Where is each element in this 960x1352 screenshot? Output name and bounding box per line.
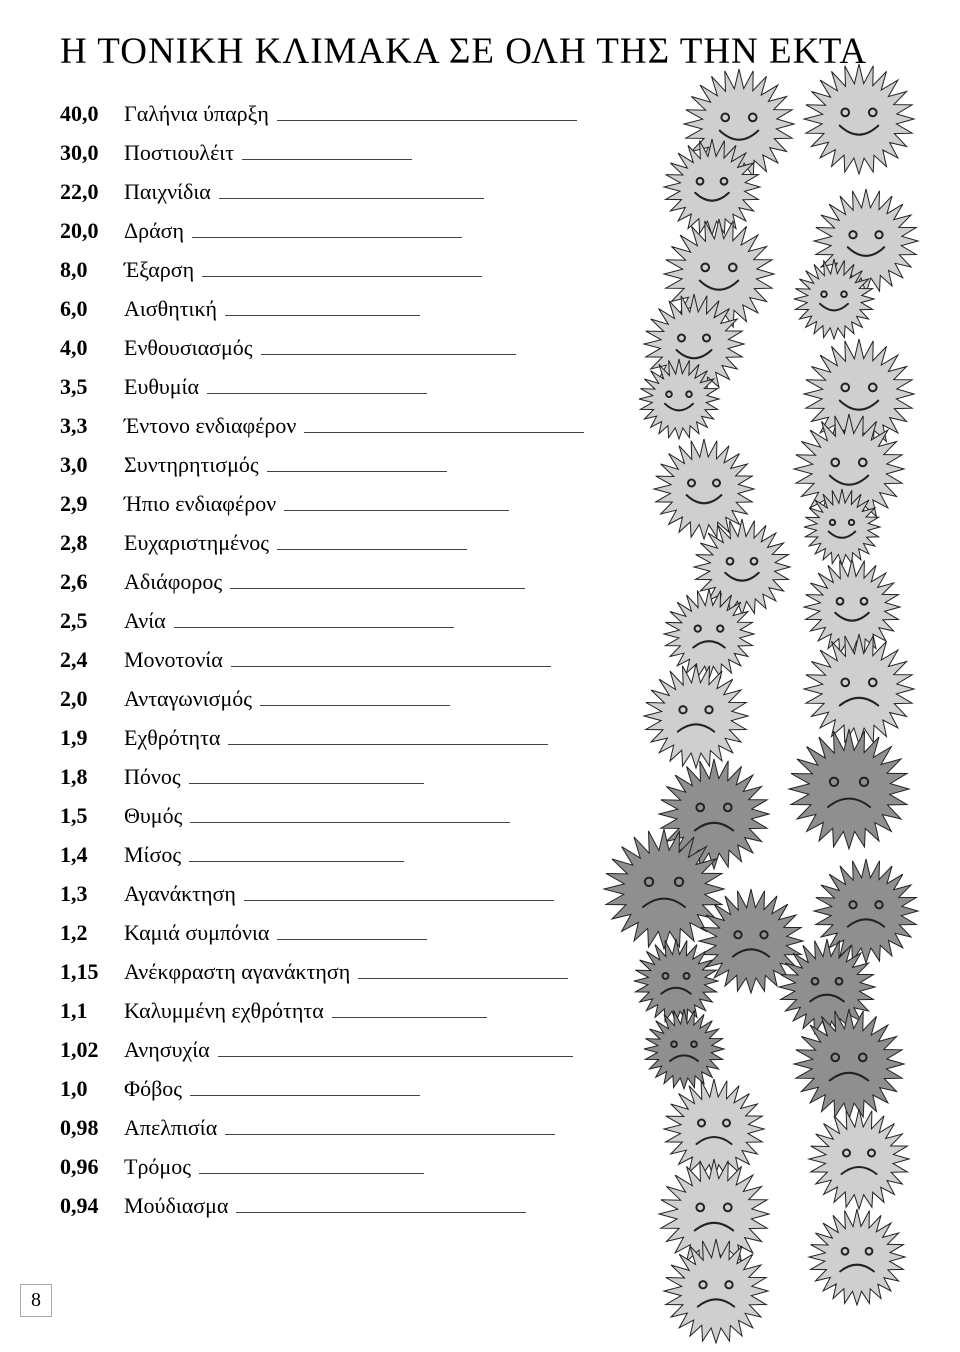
scale-underline: [284, 510, 509, 511]
illustration-column: [600, 55, 950, 1295]
scale-value: 2,0: [60, 686, 124, 712]
scale-underline: [277, 549, 467, 550]
scale-underline: [242, 159, 412, 160]
scale-underline: [202, 276, 482, 277]
scale-label: Ανταγωνισμός: [124, 686, 252, 712]
scale-value: 3,5: [60, 374, 124, 400]
scale-label: Ευθυμία: [124, 374, 199, 400]
scale-underline: [192, 237, 462, 238]
scale-label: Αδιάφορος: [124, 569, 222, 595]
scale-underline: [230, 588, 525, 589]
scale-value: 3,0: [60, 452, 124, 478]
scale-underline: [277, 120, 577, 121]
scale-underline: [236, 1212, 526, 1213]
emotion-illustration: [800, 60, 918, 183]
scale-label: Πόνος: [124, 764, 181, 790]
scale-value: 2,8: [60, 530, 124, 556]
emotion-illustration: [660, 1235, 772, 1352]
scale-value: 1,8: [60, 764, 124, 790]
scale-value: 1,3: [60, 881, 124, 907]
scale-label: Ανησυχία: [124, 1037, 210, 1063]
scale-underline: [190, 1095, 420, 1096]
scale-underline: [225, 1134, 555, 1135]
scale-value: 30,0: [60, 140, 124, 166]
scale-label: Ανέκφραστη αγανάκτηση: [124, 959, 350, 985]
scale-underline: [189, 861, 404, 862]
scale-underline: [260, 705, 450, 706]
scale-value: 1,1: [60, 998, 124, 1024]
page: Η ΤΟΝΙΚΗ ΚΛΙΜΑΚΑ ΣΕ ΟΛΗ ΤΗΣ ΤΗΝ ΕΚΤΑ 40,…: [0, 0, 960, 1341]
scale-value: 1,5: [60, 803, 124, 829]
scale-value: 0,94: [60, 1193, 124, 1219]
scale-underline: [277, 939, 427, 940]
scale-value: 1,2: [60, 920, 124, 946]
scale-value: 8,0: [60, 257, 124, 283]
scale-underline: [244, 900, 554, 901]
scale-label: Γαλήνια ύπαρξη: [124, 101, 269, 127]
scale-value: 2,4: [60, 647, 124, 673]
scale-label: Μίσος: [124, 842, 181, 868]
scale-label: Καμιά συμπόνια: [124, 920, 269, 946]
scale-underline: [199, 1173, 424, 1174]
scale-label: Έξαρση: [124, 257, 194, 283]
emotion-illustration: [785, 725, 913, 858]
emotion-illustration: [805, 1105, 913, 1218]
scale-value: 22,0: [60, 179, 124, 205]
scale-value: 2,9: [60, 491, 124, 517]
scale-label: Αισθητική: [124, 296, 217, 322]
scale-underline: [267, 471, 447, 472]
scale-label: Παιχνίδια: [124, 179, 211, 205]
scale-value: 4,0: [60, 335, 124, 361]
scale-label: Απελπισία: [124, 1115, 217, 1141]
scale-label: Ήπιο ενδιαφέρον: [124, 491, 276, 517]
scale-label: Καλυμμένη εχθρότητα: [124, 998, 324, 1024]
scale-value: 2,6: [60, 569, 124, 595]
scale-label: Θυμός: [124, 803, 182, 829]
scale-value: 2,5: [60, 608, 124, 634]
scale-label: Συντηρητισμός: [124, 452, 259, 478]
scale-value: 1,15: [60, 959, 124, 985]
scale-label: Μονοτονία: [124, 647, 223, 673]
scale-underline: [261, 354, 516, 355]
scale-value: 1,9: [60, 725, 124, 751]
scale-underline: [304, 432, 584, 433]
scale-value: 3,3: [60, 413, 124, 439]
scale-value: 0,98: [60, 1115, 124, 1141]
scale-underline: [219, 198, 484, 199]
scale-label: Ποστιουλέιτ: [124, 140, 234, 166]
scale-label: Ανία: [124, 608, 166, 634]
scale-label: Δράση: [124, 218, 184, 244]
page-number: 8: [20, 1284, 52, 1317]
scale-underline: [174, 627, 454, 628]
scale-label: Μούδιασμα: [124, 1193, 228, 1219]
scale-underline: [332, 1017, 487, 1018]
scale-underline: [228, 744, 548, 745]
scale-value: 6,0: [60, 296, 124, 322]
scale-underline: [207, 393, 427, 394]
emotion-illustration: [805, 1205, 909, 1314]
scale-value: 1,02: [60, 1037, 124, 1063]
scale-label: Ενθουσιασμός: [124, 335, 253, 361]
scale-label: Φόβος: [124, 1076, 182, 1102]
scale-underline: [189, 783, 424, 784]
scale-value: 1,4: [60, 842, 124, 868]
scale-underline: [218, 1056, 573, 1057]
scale-underline: [225, 315, 420, 316]
scale-underline: [231, 666, 551, 667]
scale-underline: [190, 822, 510, 823]
scale-value: 0,96: [60, 1154, 124, 1180]
scale-label: Τρόμος: [124, 1154, 191, 1180]
scale-value: 40,0: [60, 101, 124, 127]
scale-underline: [358, 978, 568, 979]
scale-label: Εχθρότητα: [124, 725, 220, 751]
scale-label: Ευχαριστημένος: [124, 530, 269, 556]
scale-label: Αγανάκτηση: [124, 881, 236, 907]
scale-value: 20,0: [60, 218, 124, 244]
scale-label: Έντονο ενδιαφέρον: [124, 413, 296, 439]
scale-value: 1,0: [60, 1076, 124, 1102]
